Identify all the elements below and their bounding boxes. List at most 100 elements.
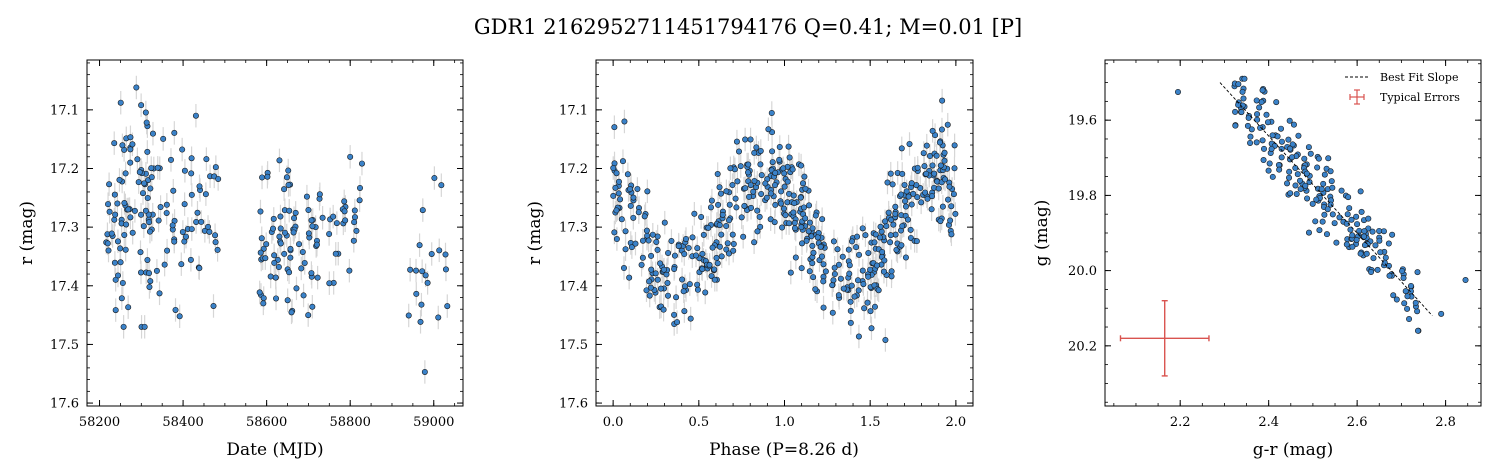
light-curve-point <box>424 279 431 286</box>
phase-point <box>791 200 798 207</box>
light-curve-point <box>346 267 353 274</box>
light-curve-point <box>170 187 177 194</box>
cmd-point <box>1361 228 1368 235</box>
phase-point <box>819 216 826 223</box>
cmd-point <box>1286 168 1293 175</box>
phase-point <box>671 265 678 272</box>
phase-point <box>851 293 858 300</box>
light-curve-point <box>342 217 349 224</box>
light-curve-point <box>111 216 118 223</box>
phase-point <box>904 216 911 223</box>
phase-point <box>652 270 659 277</box>
phase-point <box>751 149 758 156</box>
cmd-point <box>1382 254 1389 261</box>
light-curve-point <box>210 302 217 309</box>
cmd-point <box>1259 137 1266 144</box>
cmd-point <box>1268 145 1275 152</box>
phase-point <box>730 241 737 248</box>
phase-point <box>705 224 712 231</box>
cmd-point <box>1293 190 1300 197</box>
light-curve-point <box>179 228 186 235</box>
cmd-point <box>1389 231 1396 238</box>
light-curve-point <box>421 368 428 375</box>
cmd-point <box>1338 187 1345 194</box>
light-curve-point <box>264 173 271 180</box>
phase-point <box>799 240 806 247</box>
phase-point <box>691 210 698 217</box>
light-curve-point <box>259 174 266 181</box>
phase-point <box>803 237 810 244</box>
cmd-xtick-label: 2.6 <box>1347 415 1368 430</box>
phase-point <box>812 286 819 293</box>
light-curve-point <box>117 245 124 252</box>
light-curve-point <box>281 186 288 193</box>
cmd-point <box>1374 266 1381 273</box>
light-curve-point <box>407 266 414 273</box>
phase-point <box>787 269 794 276</box>
phase-point <box>681 251 688 258</box>
cmd-point <box>1401 300 1408 307</box>
cmd-point <box>1345 194 1352 201</box>
phase-point <box>776 156 783 163</box>
light-curve-point <box>153 267 160 274</box>
light-curve-point <box>257 249 264 256</box>
phase-xlabel: Phase (P=8.26 d) <box>709 440 859 460</box>
light-curve-point <box>305 312 312 319</box>
light-curve-point <box>271 259 278 266</box>
light-curve-point <box>436 247 443 254</box>
phase-point <box>859 267 866 274</box>
light-curve-point <box>118 295 125 302</box>
light-curve-xtick-label: 58600 <box>246 415 287 430</box>
phase-point <box>892 203 899 210</box>
phase-point <box>830 238 837 245</box>
light-curve-point <box>206 228 213 235</box>
phase-point <box>723 246 730 253</box>
phase-point <box>798 224 805 231</box>
phase-point <box>950 191 957 198</box>
cmd-point <box>1286 117 1293 124</box>
cmd-point <box>1329 211 1336 218</box>
phase-point <box>829 282 836 289</box>
phase-point <box>716 184 723 191</box>
cmd-point <box>1256 104 1263 111</box>
phase-point <box>645 237 652 244</box>
light-curve-point <box>135 179 142 186</box>
phase-point <box>611 124 618 131</box>
light-curve-ytick-label: 17.6 <box>50 397 79 412</box>
light-curve-point <box>169 222 176 229</box>
phase-point <box>898 145 905 152</box>
cmd-point <box>1273 99 1280 106</box>
phase-point <box>938 126 945 133</box>
light-curve-point <box>305 230 312 237</box>
light-curve-point <box>281 250 288 257</box>
light-curve-ylabel: r (mag) <box>17 201 37 265</box>
cmd-point <box>1259 87 1266 94</box>
light-curve-point <box>438 182 445 189</box>
light-curve-point <box>341 198 348 205</box>
light-curve-ytick-label: 17.4 <box>50 279 79 294</box>
light-curve-point <box>214 246 221 253</box>
phase-point <box>798 162 805 169</box>
phase-point <box>901 181 908 188</box>
phase-ytick-label: 17.5 <box>559 338 588 353</box>
phase-point <box>817 243 824 250</box>
cmd-point <box>1329 184 1336 191</box>
phase-point <box>944 121 951 128</box>
light-curve-point <box>117 99 124 106</box>
phase-ticks: 0.0 0.5 1.0 1.5 2.0 17.1 17.2 17.3 17.4 17.5 17.6 <box>559 60 973 430</box>
light-curve-error-bars <box>105 75 448 384</box>
phase-point <box>876 234 883 241</box>
cmd-point <box>1404 293 1411 300</box>
phase-point <box>679 276 686 283</box>
phase-point <box>931 170 938 177</box>
cmd-point <box>1269 132 1276 139</box>
light-curve-point <box>141 180 148 187</box>
phase-point <box>671 311 678 318</box>
light-curve-point <box>435 314 442 321</box>
panel-color-magnitude: 2.2 2.4 2.6 2.8 19.6 19.8 20.0 20.2 g-r (mag) g… <box>1032 59 1482 460</box>
phase-point <box>767 190 774 197</box>
phase-ytick-label: 17.6 <box>559 397 588 412</box>
phase-point <box>643 287 650 294</box>
cmd-point <box>1348 216 1355 223</box>
phase-point <box>848 238 855 245</box>
